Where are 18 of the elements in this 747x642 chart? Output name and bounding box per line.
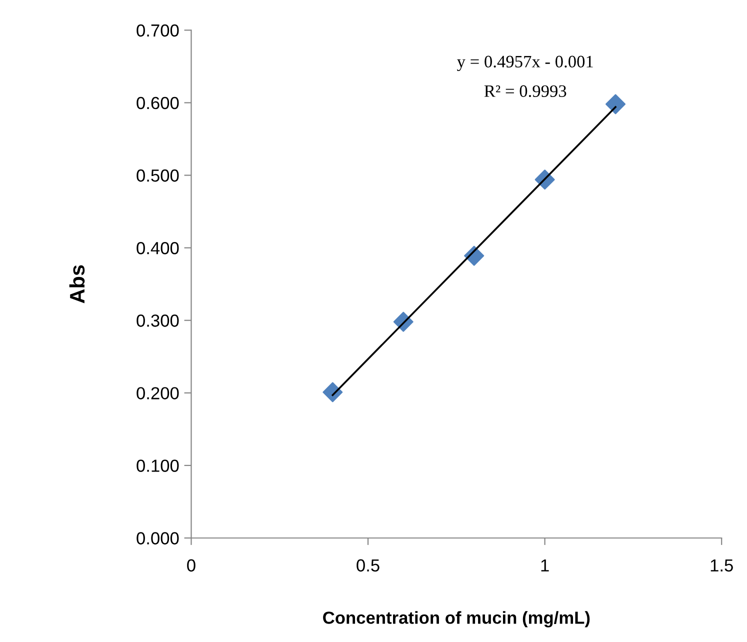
- y-tick-label: 0.600: [136, 96, 179, 110]
- y-tick-label: 0.000: [136, 532, 179, 544]
- x-tick-label: 0.5: [356, 559, 380, 572]
- y-tick-label: 0.200: [136, 387, 179, 400]
- point: [322, 382, 343, 402]
- point: [606, 94, 626, 114]
- y-tick-label: 0.400: [136, 242, 179, 254]
- y-tick-label: 0.500: [136, 169, 179, 182]
- x-tick-label: 1: [541, 559, 549, 572]
- x-tick-label: 0: [187, 559, 196, 572]
- x-tick-label: 1.5: [710, 559, 733, 572]
- x-axis-title: Concentration of mucin (mg/mL): [323, 611, 590, 628]
- y-tick-label: 0.700: [136, 24, 179, 37]
- annotation: R² = 0.9993: [484, 85, 566, 98]
- y-tick-label: 0.300: [136, 314, 179, 327]
- y-axis-title: Abs: [69, 265, 85, 304]
- y-tick-label: 0.100: [136, 460, 179, 472]
- annotation: y = 0.4957x - 0.001: [457, 56, 593, 72]
